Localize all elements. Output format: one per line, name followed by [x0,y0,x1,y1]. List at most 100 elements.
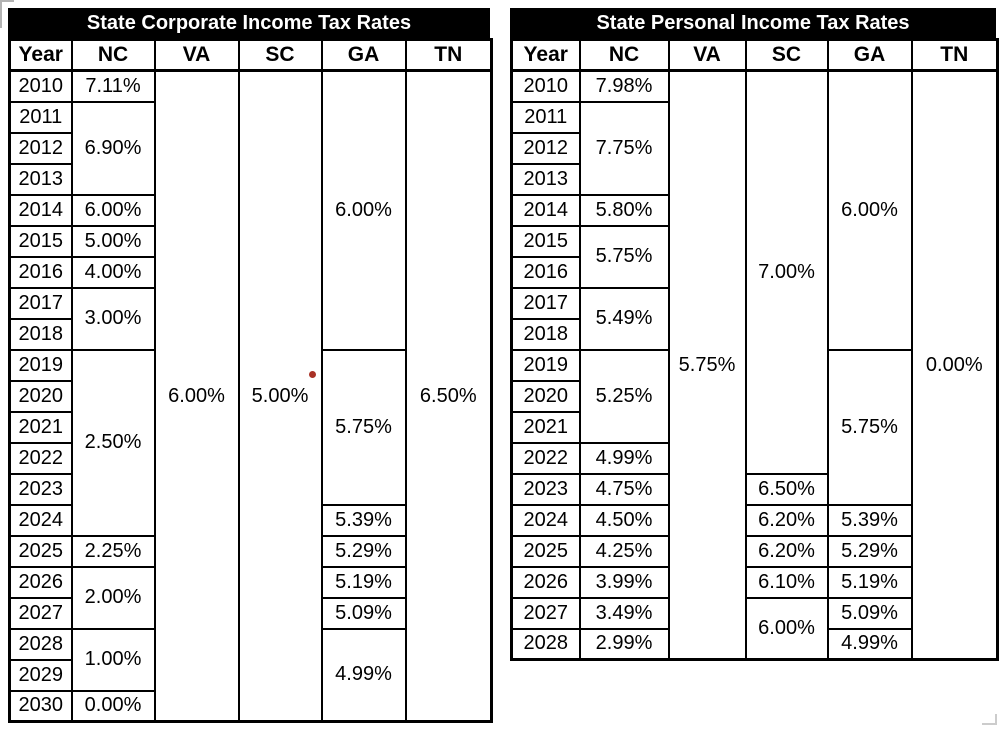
table-row-2014: 2014 5.80% [510,193,998,227]
table-row-2020: 2020 [510,379,998,413]
rate-cell-ga-2024: 5.39% [826,503,913,537]
year-cell-2018: 2018 [8,317,73,351]
year-cell-2013: 2013 [510,162,581,196]
column-header-nc: NC [70,38,156,72]
crop-mark-bottom-right [982,714,997,725]
rate-cell-nc-2014: 6.00% [70,193,156,227]
year-cell-2020: 2020 [510,379,581,413]
rate-cell-nc-2028: 2.99% [578,627,670,661]
personal-table-title: State Personal Income Tax Rates [510,8,996,38]
table-row-2028: 2028 1.00% 4.99% [8,627,492,723]
rate-cell-nc-2025: 4.25% [578,534,670,568]
rate-cell-ga-2019: 5.75% [320,348,407,506]
year-cell-2029: 2029 [8,658,73,692]
column-header-va: VA [667,38,747,72]
year-cell-2022: 2022 [8,441,73,475]
table-row-2022: 2022 [8,441,492,475]
rate-cell-sc-2023: 6.50% [744,472,829,506]
year-cell-2024: 2024 [510,503,581,537]
rate-cell-sc-2026: 6.10% [744,565,829,599]
year-cell-2019: 2019 [510,348,581,382]
rate-cell-nc-2022: 4.99% [578,441,670,475]
table-row-2026: 2026 2.00% 5.19% [8,565,492,630]
table-row-2025: 2025 4.25% 6.20% 5.29% [510,534,998,568]
year-cell-2010: 2010 [510,69,581,103]
table-row-2015: 2015 5.00% [8,224,492,258]
table-row-2012: 2012 [510,131,998,165]
rate-cell-ga-2019: 5.75% [826,348,913,506]
rate-cell-nc-2015: 5.75% [578,224,670,289]
rate-cell-ga-2027: 5.09% [320,596,407,630]
year-cell-2024: 2024 [8,503,73,537]
rate-cell-sc-2010: 5.00% [237,69,323,723]
personal-table-grid: Year NC VA SC GA TN 2010 7.98% 5.75% 7.00% 6.00% 0… [510,38,999,661]
year-cell-2020: 2020 [8,379,73,413]
column-header-year: Year [8,38,73,72]
column-header-tn: TN [910,38,999,72]
rate-cell-nc-2014: 5.80% [578,193,670,227]
corporate-table-grid: Year NC VA SC GA TN 2010 7.11% 6.00% 5.00% 6.00% 6… [8,38,493,723]
rate-cell-ga-2010: 6.00% [826,69,913,351]
rate-cell-ga-2025: 5.29% [320,534,407,568]
rate-cell-ga-2024: 5.39% [320,503,407,537]
rate-cell-nc-2028: 1.00% [70,627,156,692]
year-cell-2018: 2018 [510,317,581,351]
year-cell-2014: 2014 [8,193,73,227]
year-cell-2012: 2012 [8,131,73,165]
corporate-table-title: State Corporate Income Tax Rates [8,8,490,38]
rate-cell-nc-2023: 4.75% [578,472,670,506]
table-row-2016: 2016 [510,255,998,289]
rate-cell-nc-2011: 7.75% [578,100,670,196]
rate-cell-sc-2027: 6.00% [744,596,829,661]
table-row-2020: 2020 [8,379,492,413]
rate-cell-nc-2026: 3.99% [578,565,670,599]
table-row-2010: 2010 7.11% 6.00% 5.00% 6.00% 6.50% [8,69,493,723]
year-cell-2027: 2027 [510,596,581,630]
rate-cell-tn-2010: 0.00% [910,69,999,661]
column-header-sc: SC [237,38,323,72]
rate-cell-sc-2025: 6.20% [744,534,829,568]
table-row-2013: 2013 [8,162,492,196]
table-row-2019: 2019 2.50% 5.75% [8,348,492,537]
rate-cell-ga-2026: 5.19% [320,565,407,599]
table-row-2011: 2011 6.90% [8,100,492,196]
table-row-2023: 2023 4.75% 6.50% [510,472,998,506]
year-cell-2027: 2027 [8,596,73,630]
table-row-2024: 2024 5.39% [8,503,492,537]
rate-cell-nc-2011: 6.90% [70,100,156,196]
table-row-2015: 2015 5.75% [510,224,998,289]
year-cell-2013: 2013 [8,162,73,196]
rate-cell-va-2010: 6.00% [153,69,240,723]
table-row-2018: 2018 [510,317,998,351]
rate-cell-nc-2015: 5.00% [70,224,156,258]
table-row-2025: 2025 2.25% 5.29% [8,534,492,568]
table-row-2010: 2010 7.98% 5.75% 7.00% 6.00% 0.00% [510,69,999,661]
year-cell-2014: 2014 [510,193,581,227]
rate-cell-sc-2010: 7.00% [744,69,829,475]
rate-cell-va-2010: 5.75% [667,69,747,661]
table-row-2017: 2017 5.49% [510,286,998,351]
table-row-2017: 2017 3.00% [8,286,492,351]
table-row-2022: 2022 4.99% [510,441,998,475]
rate-cell-sc-2024: 6.20% [744,503,829,537]
year-cell-2021: 2021 [8,410,73,444]
rate-cell-nc-2019: 2.50% [70,348,156,537]
rate-cell-ga-2026: 5.19% [826,565,913,599]
rate-cell-nc-2010: 7.11% [70,69,156,103]
year-cell-2010: 2010 [8,69,73,103]
column-header-nc: NC [578,38,670,72]
year-cell-2015: 2015 [510,224,581,258]
year-cell-2017: 2017 [8,286,73,320]
table-row-2026: 2026 3.99% 6.10% 5.19% [510,565,998,599]
rate-cell-ga-2010: 6.00% [320,69,407,351]
corporate-tax-table: State Corporate Income Tax Rates Year NC V… [8,8,493,723]
table-row-2027: 2027 5.09% [8,596,492,630]
year-cell-2025: 2025 [8,534,73,568]
rate-cell-nc-2010: 7.98% [578,69,670,103]
table-row-2016: 2016 4.00% [8,255,492,289]
column-header-sc: SC [744,38,829,72]
rate-cell-ga-2028: 4.99% [320,627,407,723]
table-row-2014: 2014 6.00% [8,193,492,227]
rate-cell-nc-2019: 5.25% [578,348,670,444]
rate-cell-nc-2017: 3.00% [70,286,156,351]
